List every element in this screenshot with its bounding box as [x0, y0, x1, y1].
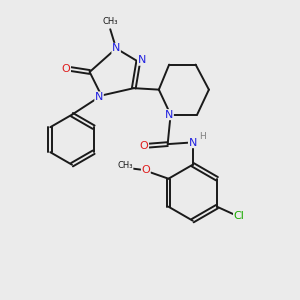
- Text: N: N: [138, 55, 146, 65]
- Text: O: O: [140, 141, 148, 151]
- Text: N: N: [112, 44, 120, 53]
- Text: CH₃: CH₃: [117, 161, 133, 170]
- Text: N: N: [95, 92, 103, 102]
- Text: Cl: Cl: [234, 211, 244, 221]
- Text: O: O: [62, 64, 70, 74]
- Text: CH₃: CH₃: [103, 17, 118, 26]
- Text: N: N: [165, 110, 173, 120]
- Text: N: N: [188, 138, 197, 148]
- Text: H: H: [199, 132, 206, 141]
- Text: O: O: [141, 165, 150, 175]
